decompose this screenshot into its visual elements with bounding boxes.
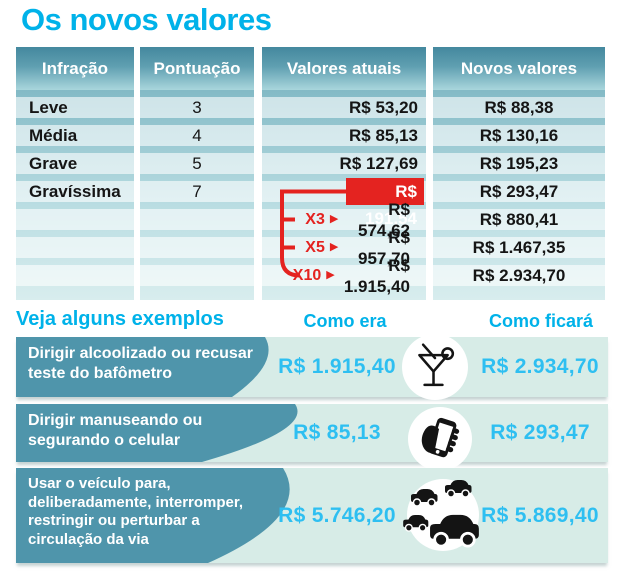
example-label-plaque (16, 337, 269, 397)
table-cell-empty (140, 265, 254, 286)
before-value: R$ 1.915,40 (278, 355, 396, 378)
column-header-label: Valores atuais (286, 58, 402, 78)
table-cell-valor-atual: R$ 127,69 (262, 153, 426, 174)
example-label: Usar o veículo para, deliberadamente, in… (28, 475, 244, 548)
traffic-cars-icon (430, 514, 479, 548)
column-header-label: Novos valores (460, 58, 578, 78)
after-value: R$ 5.869,40 (481, 503, 599, 527)
cocktail-icon (418, 343, 455, 387)
table-cell-novo-valor: R$ 130,16 (433, 125, 605, 146)
table-cell-valor-atual: R$ 85,13 (262, 125, 426, 146)
before-value: R$ 85,13 (293, 421, 381, 444)
table-cell-valor-atual: R$ 957,70 (358, 227, 410, 268)
table-cell-pontos: 4 (140, 125, 254, 146)
before-value: R$ 5.746,20 (278, 503, 396, 527)
column-header-label: Pontuação (153, 58, 241, 78)
traffic-cars-icon (403, 514, 429, 532)
multiplier-label: X10 (292, 267, 322, 284)
example-row-celular: Dirigir manuseando ou segurando o celula… (16, 404, 608, 471)
column-header-pontuacao: Pontuação (140, 47, 254, 90)
after-value: R$ 2.934,70 (481, 355, 599, 378)
example-label: Dirigir alcoolizado ou recusar teste do … (28, 345, 253, 382)
examples-heading: Veja alguns exemplos (16, 308, 224, 330)
table-cell-novo-valor: R$ 293,47 (433, 181, 605, 202)
table-cell-novo-valor: R$ 880,41 (433, 209, 605, 230)
table-cell-empty (140, 209, 254, 230)
table-cell-pontos: 7 (140, 181, 254, 202)
table-cell-empty (16, 209, 134, 230)
table-cell-infracao: Grave (16, 153, 134, 174)
column-header-infracao: Infração (16, 47, 134, 90)
column-valores-atuais: R$ 53,20 R$ 85,13 R$ 127,69 R$ 191,54 X3… (262, 90, 426, 300)
column-pontuacao: 3 4 5 7 (140, 90, 254, 300)
example-label: Dirigir manuseando ou segurando o celula… (28, 412, 203, 449)
page-title: Os novos valores (21, 2, 272, 37)
table-cell-novo-valor: R$ 195,23 (433, 153, 605, 174)
table-cell-pontos: 5 (140, 153, 254, 174)
table-cell-valor-atual: R$ 53,20 (262, 97, 426, 118)
multiplier-arrow-icon: ▶ (326, 269, 335, 281)
table-cell-novo-valor: R$ 1.467,35 (433, 237, 605, 258)
table-cell-infracao: Leve (16, 97, 134, 118)
column-infracao: Leve Média Grave Gravíssima (16, 90, 134, 300)
after-column-label: Como ficará (488, 311, 594, 331)
table-cell-infracao: Média (16, 125, 134, 146)
phone-hand-icon (421, 417, 460, 458)
example-label-plaque (16, 404, 298, 462)
before-column-label: Como era (303, 311, 387, 331)
table-cell-pontos: 3 (140, 97, 254, 118)
table-cell-empty (16, 265, 134, 286)
table-cell-empty (16, 237, 134, 258)
example-row-bafometro: Dirigir alcoolizado ou recusar teste do … (16, 334, 608, 400)
icon-circle (402, 334, 468, 400)
multiplier-label: X3 (305, 211, 325, 228)
column-header-valores-atuais: Valores atuais (262, 47, 426, 90)
traffic-cars-icon (445, 480, 472, 498)
table-cell-empty (140, 237, 254, 258)
table-cell-novo-valor: R$ 2.934,70 (433, 265, 605, 286)
after-value: R$ 293,47 (490, 421, 590, 444)
example-row-circulacao: Usar o veículo para, deliberadamente, in… (16, 468, 608, 563)
traffic-cars-icon (411, 489, 438, 507)
table-cell-valor-atual: R$ 574,62 (358, 199, 410, 240)
column-novos-valores: R$ 88,38 R$ 130,16 R$ 195,23 R$ 293,47 R… (433, 90, 605, 300)
table-cell-novo-valor: R$ 88,38 (433, 97, 605, 118)
table-cell-valor-atual: R$ 1.915,40 (343, 255, 410, 296)
example-label-plaque (16, 468, 290, 563)
column-header-novos-valores: Novos valores (433, 47, 605, 90)
column-header-label: Infração (41, 58, 109, 78)
table-cell-multiplier-row: X10 ▶ R$ 1.915,40 (262, 256, 426, 296)
multiplier-arrow-icon: ▶ (329, 213, 339, 225)
table-cell-infracao: Gravíssima (16, 181, 134, 202)
multiplier-label: X5 (305, 239, 325, 256)
icon-circle (408, 407, 472, 471)
